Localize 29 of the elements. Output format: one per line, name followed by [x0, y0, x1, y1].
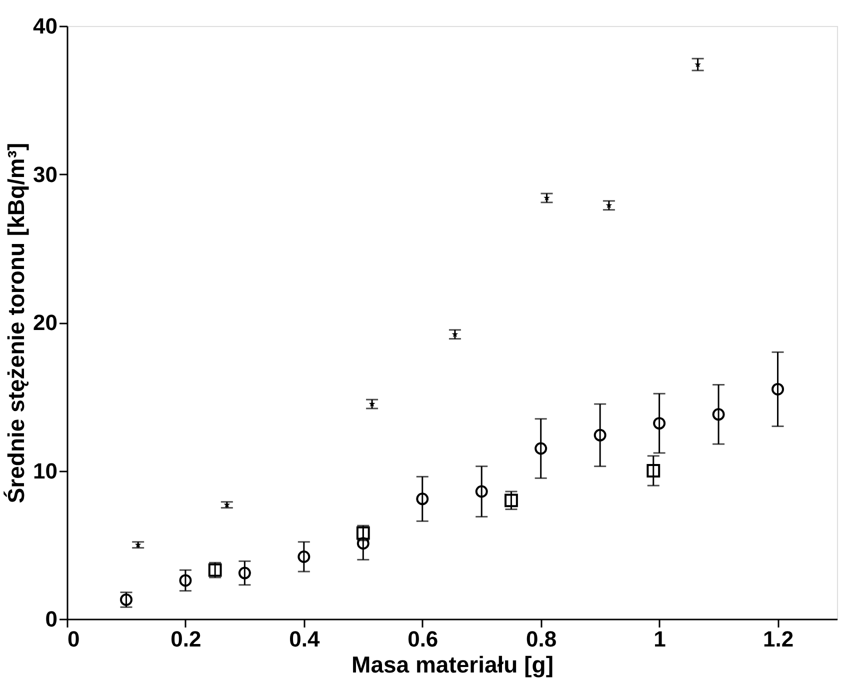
y-tick-label: 40 — [33, 14, 58, 38]
y-tick-label: 0 — [45, 606, 58, 632]
point — [712, 408, 725, 421]
point — [653, 417, 666, 430]
point — [224, 501, 230, 508]
x-tick-label: 0 — [68, 626, 80, 652]
x-tick-label: 1 — [654, 626, 666, 652]
x-tick-label: 0.2 — [170, 626, 202, 652]
x-tick-label: 0.6 — [408, 626, 438, 652]
point — [534, 442, 548, 455]
y-tick-label: 20 — [33, 310, 58, 335]
point — [646, 464, 660, 478]
point — [594, 428, 606, 442]
point — [238, 566, 251, 580]
y-axis-title: Średnie stężenie toronu [kBq/m³] — [3, 142, 30, 504]
x-tick-label: 0.4 — [289, 626, 320, 652]
point — [298, 550, 310, 563]
point — [772, 382, 784, 396]
x-tick-label: 1.2 — [762, 626, 794, 652]
point — [504, 494, 518, 508]
x-axis-title: Masa materiału [g] — [352, 652, 554, 678]
x-tick-label: 0.8 — [526, 626, 557, 652]
point — [416, 492, 429, 506]
y-tick-label: 30 — [33, 162, 58, 187]
point — [134, 542, 142, 548]
point — [475, 485, 488, 498]
point — [179, 574, 192, 587]
y-tick-label: 10 — [33, 458, 58, 484]
point — [356, 537, 370, 550]
